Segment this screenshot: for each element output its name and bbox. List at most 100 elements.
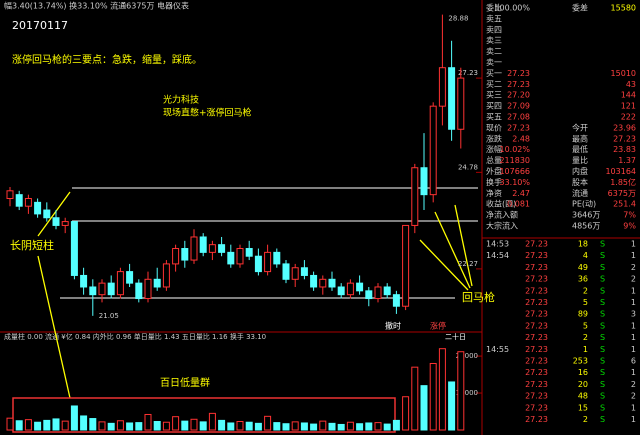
trade-cell: 27.23 xyxy=(525,345,548,354)
candle-body xyxy=(300,267,308,276)
quote-cell: 卖三 xyxy=(486,36,502,45)
quote-cell: 卖五 xyxy=(486,14,502,23)
volume-bar xyxy=(181,420,189,431)
quote-cell: 211830 xyxy=(499,156,530,165)
highlight-box xyxy=(12,397,396,433)
candle-body xyxy=(420,167,428,196)
volume-bar xyxy=(116,420,124,431)
candle-body xyxy=(172,248,180,265)
candle-body xyxy=(144,278,152,300)
trade-cell: 27.23 xyxy=(525,263,548,272)
volume-bar xyxy=(153,421,161,431)
candle-body xyxy=(402,224,410,307)
candle-body xyxy=(448,67,456,130)
volume-bar xyxy=(135,422,143,431)
trade-cell: S xyxy=(600,345,605,354)
trade-cell: 2 xyxy=(631,275,636,284)
volume-bar xyxy=(70,405,78,431)
candle-body xyxy=(218,244,226,253)
candle-body xyxy=(291,267,299,280)
candle-body xyxy=(153,278,161,288)
volume-bar xyxy=(319,420,327,431)
tag: 撤时 xyxy=(385,321,401,331)
trade-cell: 1 xyxy=(631,403,636,412)
volume-bar xyxy=(34,421,42,431)
quote-cell: 107666 xyxy=(499,167,530,176)
trade-cell: 27.23 xyxy=(525,298,548,307)
quote-cell: 23.83 xyxy=(613,145,636,154)
candle-body xyxy=(346,282,354,296)
candle-body xyxy=(356,282,364,292)
trade-cell: S xyxy=(600,333,605,342)
quote-cell: 总量 xyxy=(486,155,502,165)
volume-bar xyxy=(291,421,299,431)
candle-body xyxy=(310,274,318,288)
trade-cell: 27.23 xyxy=(525,286,548,295)
quote-cell: 最高 xyxy=(572,133,588,143)
trade-cell: 1 xyxy=(631,415,636,424)
trade-cell: 18 xyxy=(578,240,588,249)
volume-bar xyxy=(199,421,207,431)
volume-bar xyxy=(365,422,373,431)
trade-cell: S xyxy=(600,357,605,366)
quote-cell: 0.081 xyxy=(507,200,530,209)
volume-bar xyxy=(438,348,446,431)
low-volume-note: 百日低量群 xyxy=(160,376,210,389)
trade-cell: 5 xyxy=(583,298,588,307)
volume-bar xyxy=(273,422,281,431)
candle-body xyxy=(282,263,290,280)
volume-bar xyxy=(208,412,216,431)
volume-bar xyxy=(300,422,308,431)
volume-bar xyxy=(457,351,465,431)
quote-cell: 15010 xyxy=(611,69,636,78)
trade-cell: 3 xyxy=(631,310,636,319)
trade-cell: 49 xyxy=(578,263,588,272)
quote-cell: 2.48 xyxy=(512,134,530,143)
trade-cell: S xyxy=(600,321,605,330)
volume-bar xyxy=(328,422,336,431)
candle-body xyxy=(236,248,244,265)
volume-bar xyxy=(126,422,134,431)
volume-bar xyxy=(402,396,410,431)
y-tick-label: 27.23 xyxy=(458,69,478,77)
quote-cell: 27.08 xyxy=(507,113,530,122)
candle-body xyxy=(199,236,207,253)
trade-cell: 89 xyxy=(578,310,588,319)
trade-cell: 253 xyxy=(573,357,588,366)
quote-cell: 100.00% xyxy=(494,4,530,13)
rule: 涨停回马枪的三要点：急跌，缩量，踩底。 xyxy=(12,53,202,66)
huimaqiang-note: 回马枪 xyxy=(462,290,495,304)
trade-cell: 2 xyxy=(631,392,636,401)
trade-cell: 1 xyxy=(631,345,636,354)
trade-cell: 36 xyxy=(578,275,588,284)
quote-cell: 1.85亿 xyxy=(610,177,636,187)
quote-cell: 3646万 xyxy=(572,211,600,220)
trade-cell: S xyxy=(600,415,605,424)
volume-bar xyxy=(356,423,364,431)
volume-bar xyxy=(24,419,32,431)
trade-cell: 27.23 xyxy=(525,368,548,377)
trade-cell: 2 xyxy=(631,263,636,272)
trade-cell: 1 xyxy=(631,286,636,295)
volume-bar xyxy=(236,421,244,431)
trade-cell: 27.23 xyxy=(525,321,548,330)
trade-cell: S xyxy=(600,240,605,249)
arrow xyxy=(419,239,469,291)
candle-body xyxy=(411,167,419,226)
volume-bar xyxy=(107,422,115,431)
quote-cell: 流通 xyxy=(572,188,588,198)
quote-cell: 121 xyxy=(621,102,636,111)
volume-bar xyxy=(383,423,391,431)
quote-cell: 涨跌 xyxy=(486,133,502,143)
volume-bar xyxy=(98,421,106,431)
quote-cell: 10.02% xyxy=(499,145,530,154)
quote-cell: 27.23 xyxy=(613,134,636,143)
trade-cell: S xyxy=(600,251,605,260)
quote-cell: 33.10% xyxy=(499,178,530,187)
candle-body xyxy=(43,209,51,219)
quote-cell: 换手 xyxy=(486,177,502,187)
trade-cell: 1 xyxy=(631,240,636,249)
candle-body xyxy=(337,286,345,296)
